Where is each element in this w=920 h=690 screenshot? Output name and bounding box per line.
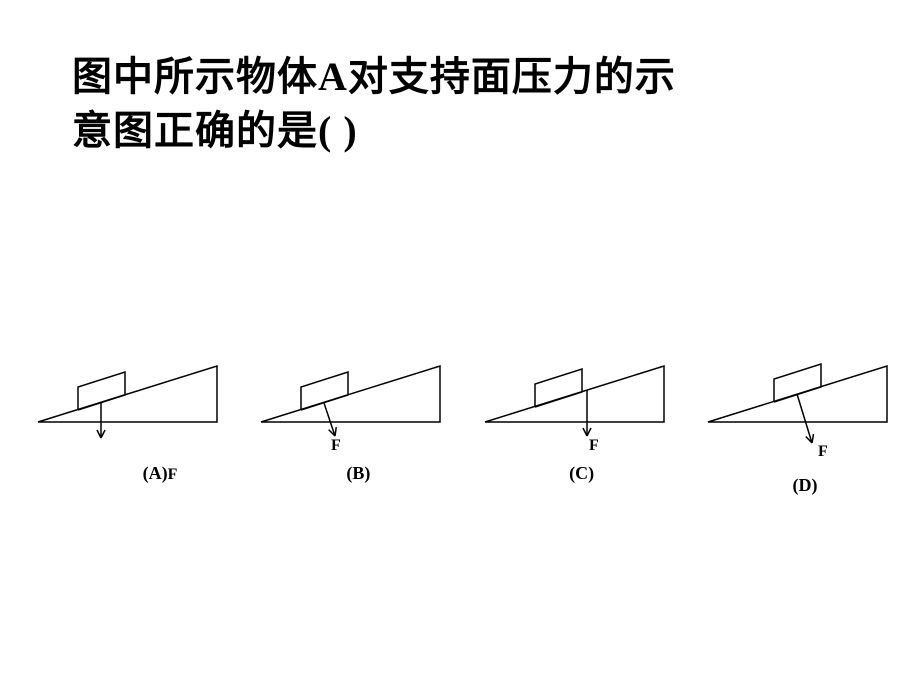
force-label: F xyxy=(331,437,341,454)
diagram-B: F (B) xyxy=(253,330,463,496)
incline-triangle xyxy=(261,366,440,422)
diagram-D: F(D) xyxy=(700,330,910,496)
incline-triangle xyxy=(38,366,217,422)
question-line-2: 意图正确的是( ) xyxy=(72,108,358,153)
option-label: (D) xyxy=(792,475,817,496)
slide: 图中所示物体A对支持面压力的示 意图正确的是( ) (A)FF(B)F(C)F(… xyxy=(0,0,920,690)
diagrams-row: (A)FF(B)F(C)F(D) xyxy=(30,330,910,496)
option-label-row: (C) xyxy=(569,463,594,484)
option-label-row: (A)F xyxy=(93,463,178,484)
diagram-svg-wrap xyxy=(30,330,240,465)
force-label: F xyxy=(818,443,828,460)
diagram-C: F (C) xyxy=(477,330,687,496)
diagram-svg-wrap: F xyxy=(253,330,463,465)
diagram-A: (A)F xyxy=(30,330,240,496)
option-label: (B) xyxy=(346,463,370,484)
block-A xyxy=(535,369,582,407)
question-line-1: 图中所示物体A对支持面压力的示 xyxy=(72,54,676,99)
option-label-row: (D) xyxy=(792,475,817,496)
force-label: F xyxy=(168,466,178,484)
force-arrow-shaft xyxy=(797,394,812,443)
question-text: 图中所示物体A对支持面压力的示 意图正确的是( ) xyxy=(72,50,852,158)
diagram-svg-wrap: F xyxy=(700,330,910,465)
option-label: (C) xyxy=(569,463,594,484)
option-label-row: (B) xyxy=(346,463,370,484)
option-label: (A) xyxy=(143,463,168,484)
diagram-svg-wrap: F xyxy=(477,330,687,465)
force-label: F xyxy=(589,437,599,454)
